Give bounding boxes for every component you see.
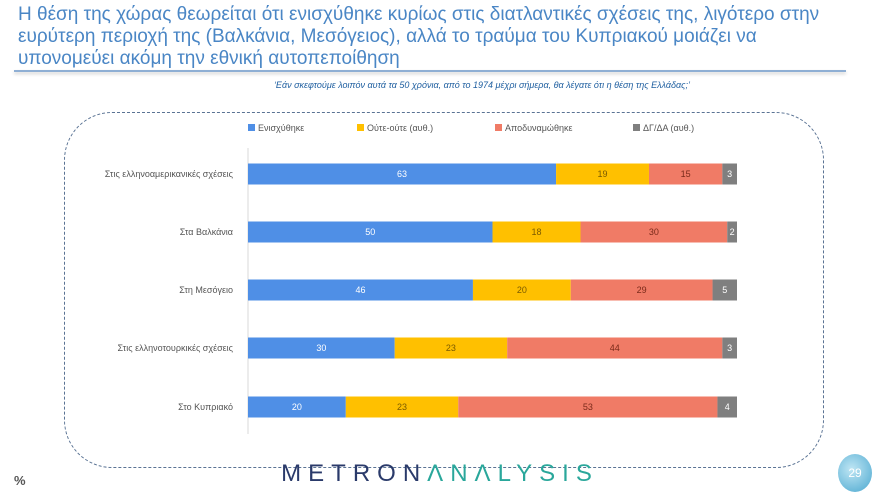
legend-swatch — [248, 124, 255, 131]
slide-title: Η θέση της χώρας θεωρείται ότι ενισχύθηκ… — [18, 4, 820, 69]
legend-label: ΔΓ/ΔΑ (αυθ.) — [643, 123, 694, 133]
category-label: Στο Κυπριακό — [178, 402, 233, 412]
bar-segment — [248, 396, 346, 418]
bar-segment — [570, 279, 713, 301]
data-label: 29 — [637, 285, 647, 295]
bar-segment — [712, 279, 737, 301]
data-label: 30 — [316, 343, 326, 353]
unit-label: % — [14, 473, 26, 488]
data-label: 46 — [355, 285, 365, 295]
data-label: 15 — [681, 169, 691, 179]
data-label: 23 — [397, 402, 407, 412]
bar-segment — [722, 337, 737, 359]
bar-segment — [717, 396, 737, 418]
data-label: 19 — [598, 169, 608, 179]
legend-swatch — [633, 124, 640, 131]
data-label: 2 — [730, 227, 735, 237]
data-label: 20 — [292, 402, 302, 412]
legend-label: Ούτε-ούτε (αυθ.) — [367, 123, 433, 133]
data-label: 3 — [727, 343, 732, 353]
category-label: Στις ελληνοτουρκικές σχέσεις — [118, 343, 234, 353]
bar-segment — [580, 221, 728, 243]
title-divider — [14, 70, 846, 72]
data-label: 30 — [649, 227, 659, 237]
legend-label: Ενισχύθηκε — [258, 123, 304, 133]
bar-segment — [345, 396, 459, 418]
bar-segment — [727, 221, 737, 243]
bar-segment — [248, 279, 473, 301]
legend-label: Αποδυναμώθηκε — [505, 123, 572, 133]
category-label: Στα Βαλκάνια — [180, 227, 233, 237]
category-label: Στις ελληνοαμερικανικές σχέσεις — [105, 169, 234, 179]
data-label: 63 — [397, 169, 407, 179]
chart-frame — [64, 112, 824, 468]
bar-segment — [248, 337, 395, 359]
bar-segment — [458, 396, 718, 418]
data-label: 50 — [365, 227, 375, 237]
data-label: 3 — [727, 169, 732, 179]
legend-swatch — [495, 124, 502, 131]
bar-segment — [492, 221, 581, 243]
data-label: 23 — [446, 343, 456, 353]
data-label: 20 — [517, 285, 527, 295]
legend-swatch — [357, 124, 364, 131]
survey-question: ‘Εάν σκεφτούμε λοιπόν αυτά τα 50 χρόνια,… — [273, 80, 690, 90]
bar-segment — [394, 337, 508, 359]
data-label: 4 — [725, 402, 730, 412]
bar-segment — [248, 221, 493, 243]
data-label: 5 — [722, 285, 727, 295]
bar-segment — [556, 163, 649, 185]
bar-segment — [507, 337, 723, 359]
metron-analysis-logo: METRONΛNΛLYSIS — [281, 460, 599, 487]
data-label: 44 — [610, 343, 620, 353]
data-label: 53 — [583, 402, 593, 412]
bar-segment — [648, 163, 723, 185]
page-number: 29 — [838, 454, 872, 492]
bar-segment — [722, 163, 737, 185]
data-label: 18 — [532, 227, 542, 237]
category-label: Στη Μεσόγειο — [179, 285, 233, 295]
bar-segment — [248, 163, 557, 185]
bar-segment — [472, 279, 571, 301]
